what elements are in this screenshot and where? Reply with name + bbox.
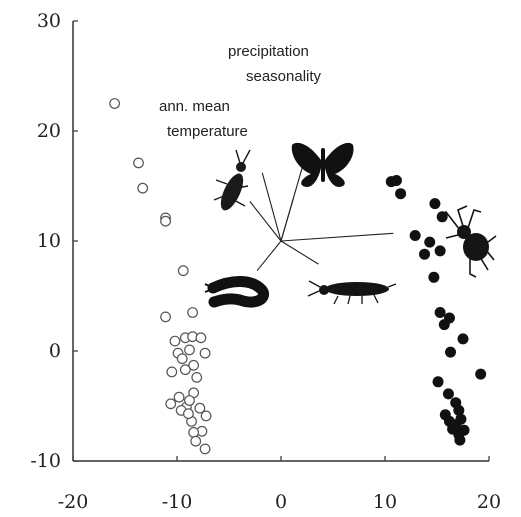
centipede-icon (204, 276, 269, 308)
y-tick-label: 30 (37, 10, 61, 32)
filled-point (395, 188, 407, 200)
open-point (200, 410, 212, 422)
filled-point (419, 248, 431, 260)
open-point (199, 443, 211, 455)
open-point (176, 353, 188, 365)
filled-point (443, 415, 455, 427)
filled-point (409, 230, 421, 241)
x-tick-label: 20 (477, 491, 501, 513)
filled-point (424, 236, 436, 248)
filled-point (454, 434, 466, 446)
butterfly-icon (291, 142, 354, 187)
filled-point (429, 198, 441, 210)
open-point (188, 427, 200, 438)
filled-point (434, 307, 446, 318)
open-point (187, 307, 199, 318)
open-point (160, 215, 171, 227)
precipitation-label-line1: precipitation (228, 43, 309, 60)
filled-point (443, 312, 455, 324)
environmental-vector (249, 201, 282, 242)
open-point (109, 98, 120, 109)
open-point (179, 364, 191, 376)
environmental-vector (256, 240, 282, 272)
filled-point (453, 404, 465, 416)
open-point (195, 332, 207, 344)
filled-point (390, 175, 402, 186)
temperature-label-line1: ann. mean (159, 98, 230, 115)
y-tick-label: 0 (49, 340, 61, 362)
y-tick-label: 20 (37, 120, 61, 142)
open-point (188, 359, 200, 371)
open-point (183, 408, 194, 420)
open-point (199, 347, 211, 359)
open-point (184, 395, 195, 406)
filled-point (457, 333, 469, 345)
y-tick-label: -10 (30, 450, 61, 472)
precipitation-label-line2: seasonality (246, 68, 322, 85)
filled-point (434, 245, 446, 257)
open-point (173, 391, 185, 403)
open-point (191, 372, 203, 383)
open-point (190, 435, 202, 447)
isopod-icon (307, 280, 397, 305)
open-point (165, 398, 177, 410)
environmental-vector (280, 232, 394, 242)
environmental-vector (280, 240, 319, 265)
x-tick-label: 10 (373, 491, 397, 513)
environmental-vector (261, 172, 282, 242)
beetle-icon (213, 149, 251, 211)
filled-point (428, 271, 440, 283)
open-point (177, 265, 189, 277)
filled-point (442, 388, 454, 400)
x-tick-label: -20 (58, 491, 89, 513)
open-point (169, 335, 181, 347)
filled-point (432, 376, 444, 388)
x-tick-label: -10 (162, 491, 193, 513)
open-point (184, 344, 195, 356)
y-tick-label: 10 (37, 230, 61, 252)
filled-point (436, 211, 448, 223)
open-point (137, 182, 149, 194)
spider-icon (439, 205, 497, 278)
open-point (160, 311, 171, 323)
filled-point (475, 368, 487, 380)
open-point (166, 366, 178, 378)
x-tick-label: 0 (275, 491, 287, 513)
environmental-vector (280, 197, 295, 242)
filled-point (445, 346, 457, 358)
temperature-label-line2: temperature (167, 123, 248, 140)
open-point (194, 402, 206, 414)
open-point (133, 157, 144, 169)
